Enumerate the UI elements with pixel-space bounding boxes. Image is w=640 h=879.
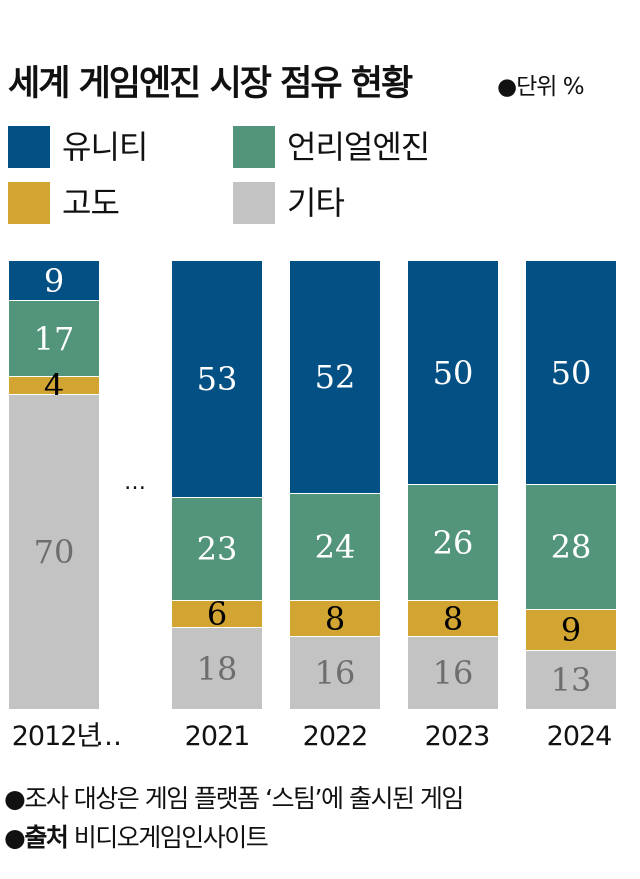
legend-swatch-unity <box>8 126 50 168</box>
x-label-2023: 2023 <box>424 721 491 752</box>
bar-segment-godot: 4 <box>9 370 99 402</box>
legend-label: 고도 <box>62 184 120 222</box>
bar-segment-unity: 9 <box>9 261 99 302</box>
x-label-2024: 2024 <box>546 721 613 752</box>
value-label: 13 <box>550 660 592 699</box>
legend-swatch-unreal <box>233 126 275 168</box>
bar-segment-godot: 8 <box>290 599 380 638</box>
bar-segment-unreal: 24 <box>290 493 380 602</box>
bar-segment-other: 13 <box>526 650 616 709</box>
value-label: 53 <box>196 360 238 399</box>
legend-item-unreal: 언리얼엔진 <box>233 125 430 169</box>
x-label-ellipsis: … <box>95 721 122 752</box>
value-label: 18 <box>196 649 238 688</box>
legend-item-other: 기타 <box>233 181 345 225</box>
value-label: 9 <box>560 611 582 650</box>
bar-2022: 52 24 8 16 <box>290 261 380 709</box>
chart-title: 세계 게임엔진 시장 점유 현황 <box>8 64 413 104</box>
bar-segment-unreal: 28 <box>526 485 616 611</box>
x-label-2021: 2021 <box>184 721 251 752</box>
bar-segment-other: 18 <box>172 628 262 709</box>
bar-segment-unreal: 23 <box>172 498 262 602</box>
unit-label: ●단위 % <box>497 74 585 100</box>
bar-segment-unity: 52 <box>290 261 380 494</box>
value-label: 50 <box>550 353 592 392</box>
bar-segment-unreal: 17 <box>9 301 99 378</box>
bar-segment-unity: 53 <box>172 261 262 499</box>
survey-note: ●조사 대상은 게임 플랫폼 ‘스팀’에 출시된 게임 <box>4 784 464 813</box>
bar-segment-other: 16 <box>290 637 380 709</box>
value-label: 9 <box>43 261 65 300</box>
value-label: 16 <box>314 654 356 693</box>
legend-item-godot: 고도 <box>8 181 120 225</box>
legend-label: 기타 <box>287 184 345 222</box>
bar-segment-unity: 50 <box>526 261 616 485</box>
value-label: 6 <box>206 595 228 634</box>
value-label: 26 <box>432 523 474 562</box>
value-label: 70 <box>33 533 75 572</box>
value-label: 24 <box>314 528 356 567</box>
bar-segment-godot: 9 <box>526 610 616 651</box>
legend-label: 언리얼엔진 <box>287 128 430 166</box>
bar-2012: 9 17 4 70 <box>9 261 99 709</box>
bar-2023: 50 26 8 16 <box>408 261 498 709</box>
legend-swatch-godot <box>8 182 50 224</box>
value-label: 50 <box>432 353 474 392</box>
value-label: 8 <box>324 599 346 638</box>
x-label-2022: 2022 <box>302 721 369 752</box>
value-label: 28 <box>550 528 592 567</box>
bar-segment-unreal: 26 <box>408 485 498 602</box>
bar-segment-unity: 50 <box>408 261 498 485</box>
legend-label: 유니티 <box>62 128 148 166</box>
value-label: 16 <box>432 654 474 693</box>
legend-swatch-other <box>233 182 275 224</box>
legend-item-unity: 유니티 <box>8 125 148 169</box>
bar-segment-godot: 6 <box>172 595 262 634</box>
bar-2021: 53 23 6 18 <box>172 261 262 709</box>
bar-segment-other: 16 <box>408 637 498 709</box>
bar-2024: 50 28 9 13 <box>526 261 616 709</box>
value-label: 8 <box>442 599 464 638</box>
source-bullet: ● <box>4 823 26 852</box>
value-label: 52 <box>314 357 356 396</box>
value-label: 23 <box>196 530 238 569</box>
value-label: 4 <box>43 366 65 405</box>
source-note: ●출처 비디오게임인사이트 <box>4 822 269 854</box>
source-label: 출처 <box>24 823 69 852</box>
x-label-2012: 2012년 <box>11 721 102 752</box>
source-text: 비디오게임인사이트 <box>67 823 269 852</box>
bar-segment-godot: 8 <box>408 599 498 638</box>
value-label: 17 <box>33 319 75 358</box>
bar-segment-other: 70 <box>9 395 99 709</box>
ellipsis-gap: … <box>124 470 147 495</box>
